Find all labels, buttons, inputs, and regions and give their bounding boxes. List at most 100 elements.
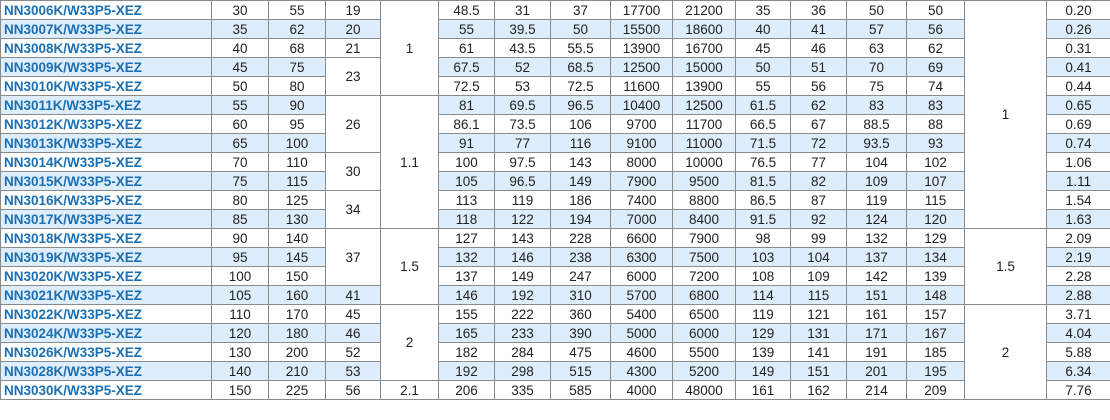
model-cell: NN3006K/W33P5-XEZ [0,0,212,20]
c5-cell: 162 [790,380,847,400]
c4-cell: 40 [735,19,791,39]
table-row: NN3021K/W33P5-XEZ 105 160 41 146 192 310… [0,285,1110,305]
c4-cell: 45 [735,38,791,58]
mass-cell: 2.88 [1046,285,1110,305]
D-cell: 68 [268,38,326,58]
mass-cell: 2.19 [1046,247,1110,267]
speed2-cell: 5500 [672,342,736,362]
c6-cell: 83 [846,95,907,115]
c6-cell: 119 [846,190,907,210]
c2-cell: 192 [494,285,551,305]
model-cell: NN3016K/W33P5-XEZ [0,190,212,210]
speed1-cell: 17700 [610,0,673,20]
speed2-cell: 5200 [672,361,736,381]
c1-cell: 105 [438,171,495,191]
c2-cell: 97.5 [494,152,551,172]
speed1-cell: 11600 [610,76,673,96]
table-row: NN3007K/W33P5-XEZ 35 62 20 55 39.5 50 15… [0,19,1110,39]
d-cell: 95 [211,247,269,267]
c3-cell: 310 [550,285,611,305]
c2-cell: 335 [494,380,551,400]
B-cell: 26 [325,95,381,153]
c2-cell: 143 [494,228,551,248]
table-row: NN3018K/W33P5-XEZ 90 140 37 1.5 127 143 … [0,228,1110,305]
c2-cell: 146 [494,247,551,267]
speed1-cell: 7400 [610,190,673,210]
ra-cell: 1 [964,0,1047,229]
c1-cell: 206 [438,380,495,400]
speed1-cell: 6600 [610,228,673,248]
c6-cell: 109 [846,171,907,191]
c2-cell: 52 [494,57,551,77]
c7-cell: 167 [906,323,965,343]
d-cell: 65 [211,133,269,153]
c4-cell: 81.5 [735,171,791,191]
c3-cell: 228 [550,228,611,248]
c4-cell: 76.5 [735,152,791,172]
speed2-cell: 7900 [672,228,736,248]
c5-cell: 62 [790,95,847,115]
speed2-cell: 11700 [672,114,736,134]
d-cell: 40 [211,38,269,58]
c4-cell: 86.5 [735,190,791,210]
c4-cell: 91.5 [735,209,791,229]
d-cell: 140 [211,361,269,381]
c7-cell: 157 [906,304,965,324]
d-cell: 45 [211,57,269,77]
c5-cell: 56 [790,76,847,96]
D-cell: 180 [268,323,326,343]
speed1-cell: 9700 [610,114,673,134]
c3-cell: 360 [550,304,611,324]
c3-cell: 116 [550,133,611,153]
c2-cell: 69.5 [494,95,551,115]
mass-cell: 3.71 [1046,304,1110,324]
D-cell: 150 [268,266,326,286]
c1-cell: 81 [438,95,495,115]
B-cell: 20 [325,19,381,39]
B-cell: 41 [325,285,381,305]
speed1-cell: 4300 [610,361,673,381]
c3-cell: 72.5 [550,76,611,96]
model-cell: NN3012K/W33P5-XEZ [0,114,212,134]
c7-cell: 62 [906,38,965,58]
c5-cell: 77 [790,152,847,172]
mass-cell: 0.26 [1046,19,1110,39]
table-row: NN3010K/W33P5-XEZ 50 80 72.5 53 72.5 116… [0,76,1110,96]
bearing-spec-table: NN3006K/W33P5-XEZ 30 55 19 1 48.5 31 37 … [0,0,1110,400]
mass-cell: 5.88 [1046,342,1110,362]
speed1-cell: 5700 [610,285,673,305]
c4-cell: 35 [735,0,791,20]
table-row: NN3012K/W33P5-XEZ 60 95 86.1 73.5 106 97… [0,114,1110,134]
c7-cell: 107 [906,171,965,191]
c3-cell: 96.5 [550,95,611,115]
c2-cell: 298 [494,361,551,381]
d-cell: 35 [211,19,269,39]
r-cell: 1.5 [380,228,439,305]
B-cell: 45 [325,304,381,324]
mass-cell: 1.63 [1046,209,1110,229]
c5-cell: 82 [790,171,847,191]
c1-cell: 61 [438,38,495,58]
c7-cell: 134 [906,247,965,267]
ra-cell: 1.5 [964,228,1047,305]
table-row: NN3019K/W33P5-XEZ 95 145 132 146 238 630… [0,247,1110,267]
table-row: NN3008K/W33P5-XEZ 40 68 21 61 43.5 55.5 … [0,38,1110,58]
table-row: NN3022K/W33P5-XEZ 110 170 45 2 155 222 3… [0,304,1110,400]
r-cell: 1 [380,0,439,96]
table-row: NN3017K/W33P5-XEZ 85 130 118 122 194 700… [0,209,1110,229]
c2-cell: 39.5 [494,19,551,39]
mass-cell: 1.54 [1046,190,1110,210]
c5-cell: 67 [790,114,847,134]
model-cell: NN3022K/W33P5-XEZ [0,304,212,324]
D-cell: 75 [268,57,326,77]
c3-cell: 247 [550,266,611,286]
c2-cell: 222 [494,304,551,324]
D-cell: 130 [268,209,326,229]
speed2-cell: 10000 [672,152,736,172]
c1-cell: 182 [438,342,495,362]
c6-cell: 88.5 [846,114,907,134]
model-cell: NN3014K/W33P5-XEZ [0,152,212,172]
speed2-cell: 16700 [672,38,736,58]
B-cell: 30 [325,152,381,191]
c5-cell: 41 [790,19,847,39]
